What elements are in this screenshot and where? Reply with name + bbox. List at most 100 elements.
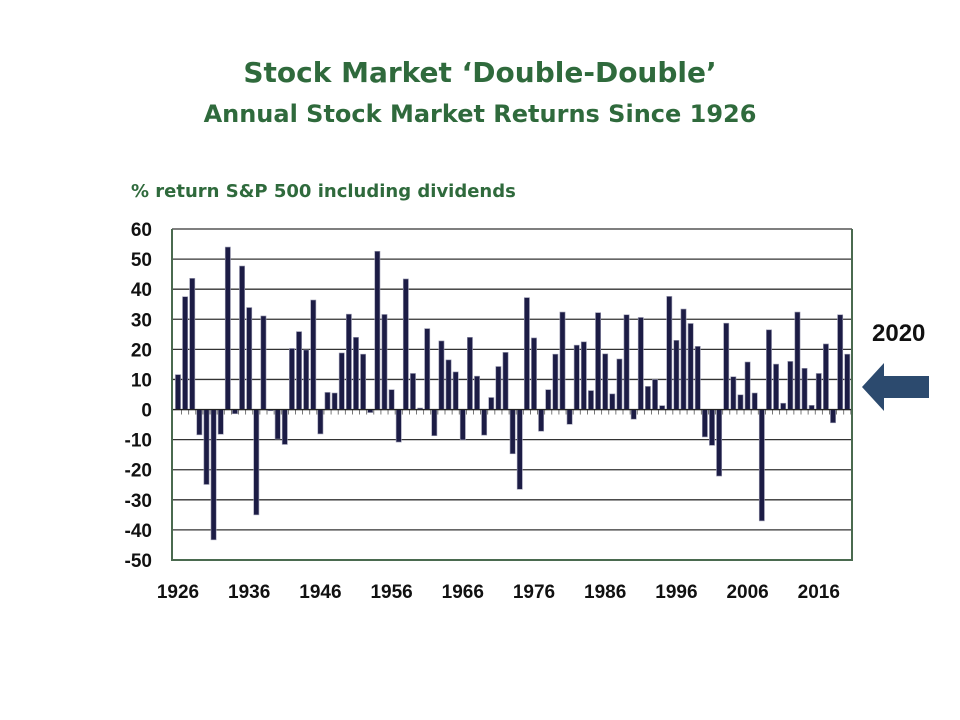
bar-1964: [445, 359, 452, 410]
bar-2005: [737, 394, 744, 410]
bar-1940: [274, 409, 281, 440]
bar-1956: [388, 389, 395, 410]
bar-1996: [673, 340, 680, 410]
bar-1957: [395, 409, 402, 443]
bar-1950: [345, 313, 352, 410]
bar-2007: [751, 392, 758, 410]
bar-1955: [381, 314, 388, 410]
bar-1932: [217, 409, 224, 435]
bar-2010: [773, 363, 779, 410]
y-tick-label: 0: [141, 401, 152, 422]
bar-1985: [595, 312, 601, 410]
bar-1978: [545, 389, 552, 410]
axes: [171, 229, 853, 561]
y-tick-label: 40: [131, 280, 152, 301]
bar-2002: [716, 409, 723, 477]
bar-2013: [794, 311, 801, 410]
bar-2018: [830, 409, 836, 424]
x-tick-label: 1966: [442, 582, 484, 603]
bar-1974: [516, 409, 523, 490]
y-tick-label: -50: [125, 551, 152, 572]
annotation-2020: 2020: [872, 320, 926, 347]
chart-title: Stock Market ‘Double-Double’: [243, 56, 717, 89]
y-tick-label: -30: [125, 491, 152, 512]
bar-1998: [687, 323, 694, 410]
bar-1979: [552, 353, 559, 410]
x-tick-label: 1996: [655, 582, 697, 603]
bar-1945: [310, 299, 317, 410]
y-tick-label: 20: [131, 340, 152, 361]
bar-1954: [374, 250, 381, 410]
bar-1981: [566, 409, 573, 425]
bar-1972: [502, 352, 509, 410]
bar-1970: [488, 397, 495, 410]
chart-subtitle: Annual Stock Market Returns Since 1926: [203, 100, 757, 128]
x-tick-label: 1986: [584, 582, 626, 603]
bar-1941: [281, 409, 288, 445]
bar-1930: [203, 409, 210, 485]
bar-1935: [239, 265, 245, 410]
bar-1943: [296, 331, 302, 410]
bar-1984: [588, 390, 594, 410]
bar-1947: [324, 392, 331, 410]
bar-2011: [780, 402, 787, 410]
bar-1958: [402, 278, 409, 410]
bar-2017: [823, 343, 829, 410]
bar-2004: [730, 376, 737, 410]
bar-1951: [353, 337, 359, 410]
bar-2006: [744, 361, 751, 410]
bar-2016: [815, 373, 822, 410]
y-tick-label: 10: [131, 370, 152, 391]
bar-1988: [616, 358, 623, 410]
bar-1986: [602, 353, 609, 410]
bar-1999: [694, 346, 701, 410]
bar-1983: [580, 341, 587, 410]
bar-1971: [495, 366, 502, 410]
bar-2012: [787, 361, 794, 410]
bar-1997: [680, 308, 687, 410]
plot-frame: [171, 229, 853, 561]
bars: [175, 246, 851, 541]
bar-1966: [459, 409, 466, 441]
bar-2019: [837, 314, 844, 410]
bar-1928: [189, 278, 196, 410]
bar-1991: [637, 317, 644, 410]
bar-1952: [360, 353, 367, 410]
bar-1944: [303, 349, 310, 410]
bar-2001: [709, 409, 715, 446]
bar-1937: [253, 409, 260, 516]
bar-1933: [224, 246, 231, 410]
x-tick-label: 1926: [157, 582, 199, 603]
bar-1936: [246, 307, 253, 410]
bar-1961: [424, 328, 431, 410]
y-tick-label: -40: [125, 521, 152, 542]
bar-1938: [260, 315, 267, 410]
bar-1987: [609, 393, 616, 410]
bar-1992: [645, 386, 651, 410]
bar-2009: [766, 329, 772, 410]
x-tick-label: 2016: [798, 582, 840, 603]
y-axis-label: % return S&P 500 including dividends: [131, 181, 516, 202]
x-tick-label: 1946: [299, 582, 341, 603]
bar-2008: [758, 409, 765, 522]
y-tick-label: 50: [131, 250, 152, 271]
bar-1931: [210, 409, 217, 541]
y-tick-label: -20: [125, 461, 152, 482]
bar-1968: [474, 375, 480, 410]
bar-1990: [630, 409, 637, 420]
bar-2015: [808, 405, 815, 410]
bar-1948: [331, 392, 338, 410]
bar-1977: [538, 409, 545, 432]
bar-1969: [481, 409, 488, 436]
bar-1982: [573, 344, 580, 410]
x-tick-label: 2006: [726, 582, 768, 603]
bar-1959: [410, 373, 416, 410]
bar-2000: [701, 409, 708, 438]
bar-1934: [232, 409, 238, 415]
bar-1975: [523, 297, 530, 410]
bar-1995: [666, 296, 673, 410]
bar-1993: [652, 379, 658, 410]
x-tick-label: 1976: [513, 582, 555, 603]
